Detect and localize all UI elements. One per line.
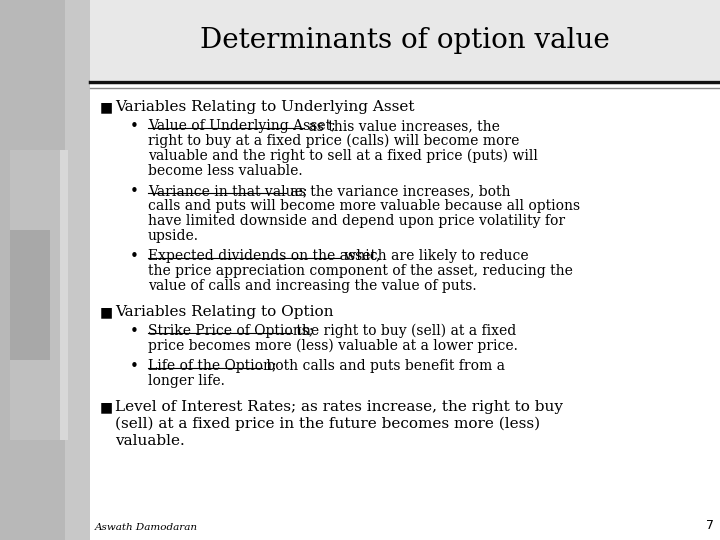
Text: upside.: upside. [148,229,199,243]
Text: Variables Relating to Underlying Asset: Variables Relating to Underlying Asset [115,100,415,114]
Text: as the variance increases, both: as the variance increases, both [286,184,510,198]
Bar [10,230,50,360]
Text: longer life.: longer life. [148,374,225,388]
Text: •: • [130,249,139,264]
Text: Value of Underlying Asset;: Value of Underlying Asset; [148,119,336,133]
Text: •: • [130,119,139,134]
Text: valuable.: valuable. [115,434,185,448]
Text: as this value increases, the: as this value increases, the [304,119,500,133]
Text: Variables Relating to Option: Variables Relating to Option [115,305,333,319]
Bar [90,0,720,80]
Text: •: • [130,184,139,199]
Text: valuable and the right to sell at a fixed price (puts) will: valuable and the right to sell at a fixe… [148,149,538,164]
Text: 7: 7 [706,519,714,532]
Bar [10,150,68,440]
Text: (sell) at a fixed price in the future becomes more (less): (sell) at a fixed price in the future be… [115,417,540,431]
Text: have limited downside and depend upon price volatility for: have limited downside and depend upon pr… [148,214,565,228]
Text: Strike Price of Options;: Strike Price of Options; [148,324,313,338]
Text: Determinants of option value: Determinants of option value [200,26,610,53]
Text: Life of the Option;: Life of the Option; [148,359,276,373]
Text: right to buy at a fixed price (calls) will become more: right to buy at a fixed price (calls) wi… [148,134,519,148]
Text: •: • [130,324,139,339]
Text: the right to buy (sell) at a fixed: the right to buy (sell) at a fixed [292,324,516,339]
Text: the price appreciation component of the asset, reducing the: the price appreciation component of the … [148,264,573,278]
Text: Level of Interest Rates; as rates increase, the right to buy: Level of Interest Rates; as rates increa… [115,400,563,414]
Text: ■: ■ [100,400,113,414]
Text: Expected dividends on the asset,: Expected dividends on the asset, [148,249,380,263]
Text: •: • [130,359,139,374]
Text: both calls and puts benefit from a: both calls and puts benefit from a [262,359,505,373]
Text: Aswath Damodaran: Aswath Damodaran [95,523,198,532]
Text: ■: ■ [100,305,113,319]
Bar [0,0,65,540]
Text: Variance in that value;: Variance in that value; [148,184,307,198]
Text: price becomes more (less) valuable at a lower price.: price becomes more (less) valuable at a … [148,339,518,353]
Text: become less valuable.: become less valuable. [148,164,302,178]
Text: ■: ■ [100,100,113,114]
Bar [0,0,90,540]
Bar [90,0,720,540]
Text: which are likely to reduce: which are likely to reduce [340,249,528,263]
Bar [10,150,60,440]
Text: calls and puts will become more valuable because all options: calls and puts will become more valuable… [148,199,580,213]
Text: value of calls and increasing the value of puts.: value of calls and increasing the value … [148,279,477,293]
